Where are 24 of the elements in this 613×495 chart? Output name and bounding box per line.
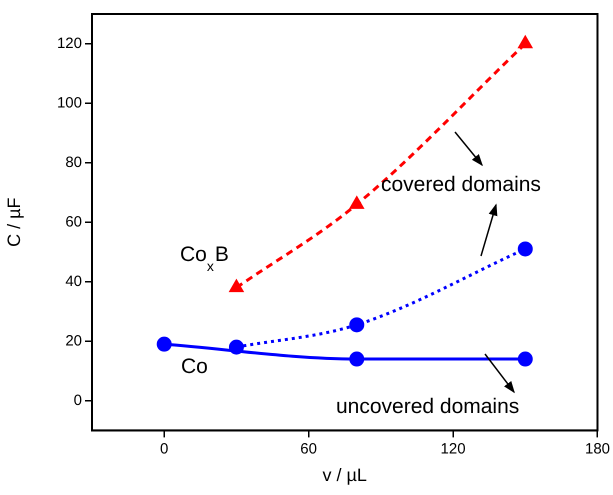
annotation: Co [181,354,208,378]
x-tick-label: 120 [440,440,466,458]
y-tick-label: 120 [56,34,82,52]
x-tick-label: 180 [584,440,610,458]
y-tick-label: 0 [74,392,82,409]
x-tick-label: 0 [160,440,168,458]
x-axis-title: v / µL [322,465,367,486]
point [350,196,364,209]
point [518,352,533,367]
y-tick-label: 100 [56,94,82,112]
y-tick-label: 20 [65,332,82,350]
annotation: uncovered domains [336,394,520,418]
point [349,352,364,367]
point [156,336,172,352]
x-tick-label: 60 [300,440,317,458]
point [518,36,532,48]
y-axis-title: C / µF [4,198,24,247]
point [230,280,244,292]
point [349,317,364,332]
y-tick-label: 40 [65,272,82,290]
y-tick-label: 60 [65,213,82,230]
annotation: covered domains [381,172,541,196]
point [518,241,533,256]
y-tick-label: 80 [65,154,82,171]
